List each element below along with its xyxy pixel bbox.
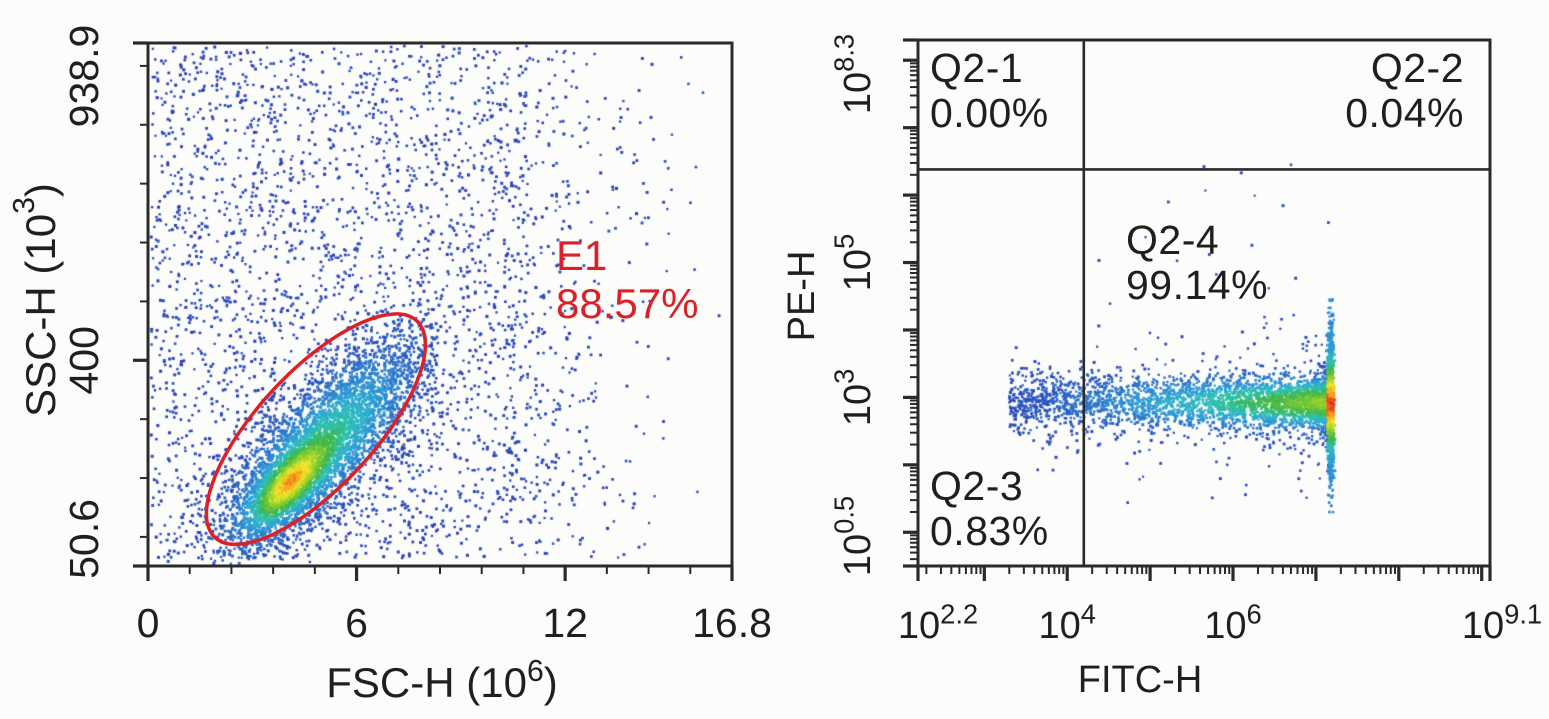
- e1-gate-ellipse: [204, 312, 428, 547]
- quadrant-percent: 0.00%: [930, 90, 1049, 136]
- y-tick-label: 108.3: [828, 34, 879, 114]
- quadrant-name: Q2-2: [1370, 45, 1464, 91]
- x-tick-label: 6: [345, 600, 368, 646]
- x-tick-label: 12: [542, 600, 588, 646]
- x-axis-title: FSC-H (106): [326, 655, 558, 706]
- gate-name: E1: [556, 232, 608, 279]
- y-tick-label: 105: [828, 234, 879, 292]
- x-axis-title: FITC-H: [1078, 659, 1203, 701]
- x-tick-label: 104: [1038, 599, 1096, 647]
- quadrant-label-q2-4: Q2-4 99.14%: [1126, 218, 1268, 308]
- x-tick-label: 16.8: [692, 600, 772, 646]
- quadrant-percent: 99.14%: [1126, 262, 1269, 308]
- x-tick-label: 102.2: [898, 599, 978, 647]
- y-axis-title: PE-H: [781, 251, 823, 342]
- fsc-ssc-scatter-canvas: [148, 43, 732, 566]
- gate-label-e1: E1 88.57%: [556, 232, 698, 328]
- quadrant-name: Q2-3: [930, 463, 1024, 509]
- x-tick-label: 0: [137, 600, 160, 646]
- y-axis-title: SSC-H (103): [8, 183, 64, 417]
- y-tick-label: 50.6: [61, 499, 107, 579]
- quadrant-name: Q2-1: [930, 45, 1024, 91]
- quadrant-label-q2-3: Q2-3 0.83%: [930, 464, 1049, 554]
- gate-percent: 88.57%: [556, 280, 699, 327]
- y-tick-label: 100.5: [828, 496, 879, 576]
- quadrant-label-q2-2: Q2-2 0.04%: [1240, 46, 1464, 136]
- x-tick-label: 109.1: [1462, 599, 1542, 647]
- x-tick-label: 106: [1204, 599, 1262, 647]
- y-tick-label: 400: [61, 326, 107, 394]
- y-tick-label: 103: [828, 369, 879, 427]
- fitc-pe-scatter-canvas: [918, 40, 1490, 566]
- quadrant-label-q2-1: Q2-1 0.00%: [930, 46, 1049, 136]
- y-tick-label: 938.9: [61, 25, 107, 128]
- quadrant-percent: 0.83%: [930, 508, 1049, 554]
- quadrant-name: Q2-4: [1126, 217, 1220, 263]
- plot-frame: [916, 38, 1492, 568]
- quadrant-percent: 0.04%: [1345, 90, 1464, 136]
